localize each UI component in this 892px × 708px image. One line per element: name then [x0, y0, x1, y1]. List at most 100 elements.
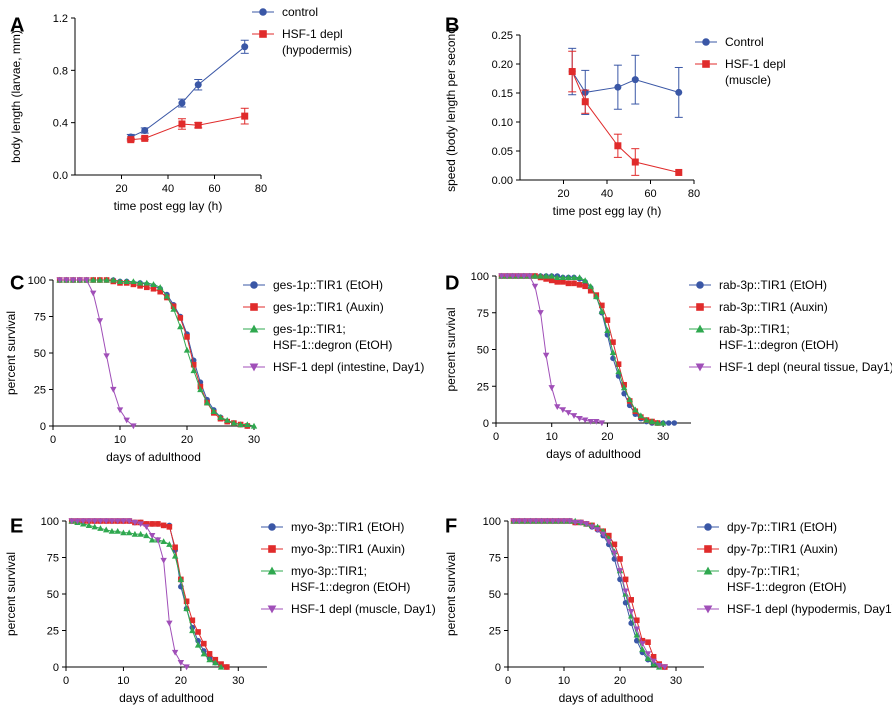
- data-point: [125, 529, 133, 536]
- legend-marker: [249, 324, 259, 333]
- data-point: [108, 528, 116, 534]
- series-4: [498, 273, 606, 427]
- y-axis-title: body length (larvae, mm): [9, 30, 23, 163]
- data-point: [639, 646, 646, 653]
- data-point: [661, 664, 669, 671]
- data-point: [103, 276, 110, 283]
- data-point: [194, 641, 202, 648]
- y-tick-label: 25: [47, 626, 59, 638]
- data-point: [68, 518, 75, 525]
- data-point: [503, 273, 511, 280]
- data-point: [554, 279, 561, 285]
- series-line: [59, 279, 134, 427]
- panel-letter: C: [10, 273, 24, 295]
- data-point: [116, 278, 124, 285]
- legend-label: (muscle): [725, 73, 771, 87]
- data-point: [538, 518, 545, 525]
- series-line: [513, 520, 660, 668]
- data-point: [614, 83, 622, 91]
- data-point: [616, 568, 624, 574]
- data-point: [565, 274, 572, 281]
- data-point: [56, 277, 63, 284]
- data-point: [74, 518, 81, 525]
- x-tick-label: 10: [546, 431, 558, 443]
- data-point: [598, 308, 606, 314]
- data-point: [644, 655, 652, 661]
- data-point: [527, 518, 534, 525]
- legend-label: dpy-7p::TIR1 (Auxin): [727, 542, 838, 556]
- y-axis-title: percent survival: [4, 311, 18, 395]
- data-point: [91, 518, 98, 525]
- data-point: [183, 346, 191, 353]
- data-point: [599, 302, 605, 309]
- data-point: [171, 552, 179, 559]
- y-axis-title: speed (body length per second): [444, 23, 458, 192]
- data-point: [587, 283, 594, 289]
- data-point: [548, 272, 555, 279]
- x-tick-label: 30: [232, 675, 244, 687]
- legend-marker: [695, 324, 705, 333]
- data-point: [160, 557, 167, 564]
- x-tick-label: 20: [175, 675, 187, 687]
- data-point: [560, 518, 568, 525]
- data-point: [110, 386, 117, 393]
- legend-marker: [249, 363, 259, 372]
- panel-a: A 0.0 0.4 0.8 1.2 20 40 60 80 time post egg lay (…: [9, 5, 352, 213]
- data-point: [576, 282, 583, 288]
- data-point: [543, 518, 551, 525]
- y-tick-label: 0.4: [53, 118, 68, 130]
- series-line: [571, 71, 679, 93]
- data-point: [178, 99, 186, 107]
- data-point: [593, 418, 600, 425]
- x-axis-title: days of adulthood: [119, 691, 214, 705]
- x-tick-label: 20: [614, 675, 626, 687]
- data-point: [537, 272, 544, 279]
- legend-label: HSF-1 depl (muscle, Day1): [291, 602, 436, 616]
- data-point: [548, 277, 555, 284]
- series-line: [501, 275, 658, 424]
- x-tick-label: 20: [115, 183, 127, 195]
- x-tick-label: 40: [601, 188, 613, 200]
- y-tick-label: 25: [477, 381, 489, 393]
- data-point: [171, 649, 179, 656]
- legend-marker: [695, 363, 705, 372]
- data-point: [170, 305, 177, 312]
- data-point: [633, 626, 641, 633]
- data-point: [631, 158, 639, 166]
- data-point: [609, 349, 617, 356]
- legend-label: ges-1p::TIR1 (EtOH): [273, 278, 383, 292]
- x-tick-label: 30: [248, 434, 260, 446]
- data-point: [576, 416, 583, 422]
- series-3: [68, 517, 225, 670]
- data-point: [114, 518, 121, 525]
- data-point: [217, 663, 225, 670]
- panel-c: C 0 25 50 75 100 0 10 20 30 days of adulthood perce…: [4, 273, 424, 464]
- data-point: [554, 404, 561, 411]
- data-point: [622, 588, 629, 595]
- data-point: [127, 136, 135, 144]
- data-point: [148, 536, 156, 543]
- series-line: [501, 275, 675, 424]
- legend-marker: [250, 303, 258, 311]
- data-point: [224, 664, 230, 670]
- data-point: [89, 290, 97, 297]
- series-line: [501, 275, 664, 424]
- data-point: [206, 656, 213, 663]
- x-axis-title: days of adulthood: [106, 450, 201, 464]
- legend-label: HSF-1::degron (EtOH): [719, 338, 838, 352]
- data-point: [627, 608, 635, 615]
- series-2: [568, 50, 683, 176]
- panel-letter: A: [10, 15, 24, 37]
- data-point: [102, 518, 110, 525]
- data-point: [671, 420, 678, 426]
- data-point: [620, 384, 628, 391]
- data-point: [576, 274, 583, 281]
- data-point: [599, 531, 607, 538]
- x-axis-title: time post egg lay (h): [553, 204, 662, 218]
- legend-label: HSF-1 depl (intestine, Day1): [273, 360, 424, 374]
- legend-label: myo-3p::TIR1 (EtOH): [291, 520, 404, 534]
- y-tick-label: 75: [34, 312, 46, 324]
- data-point: [177, 323, 184, 330]
- data-point: [189, 617, 196, 624]
- panel-letter: D: [445, 273, 459, 295]
